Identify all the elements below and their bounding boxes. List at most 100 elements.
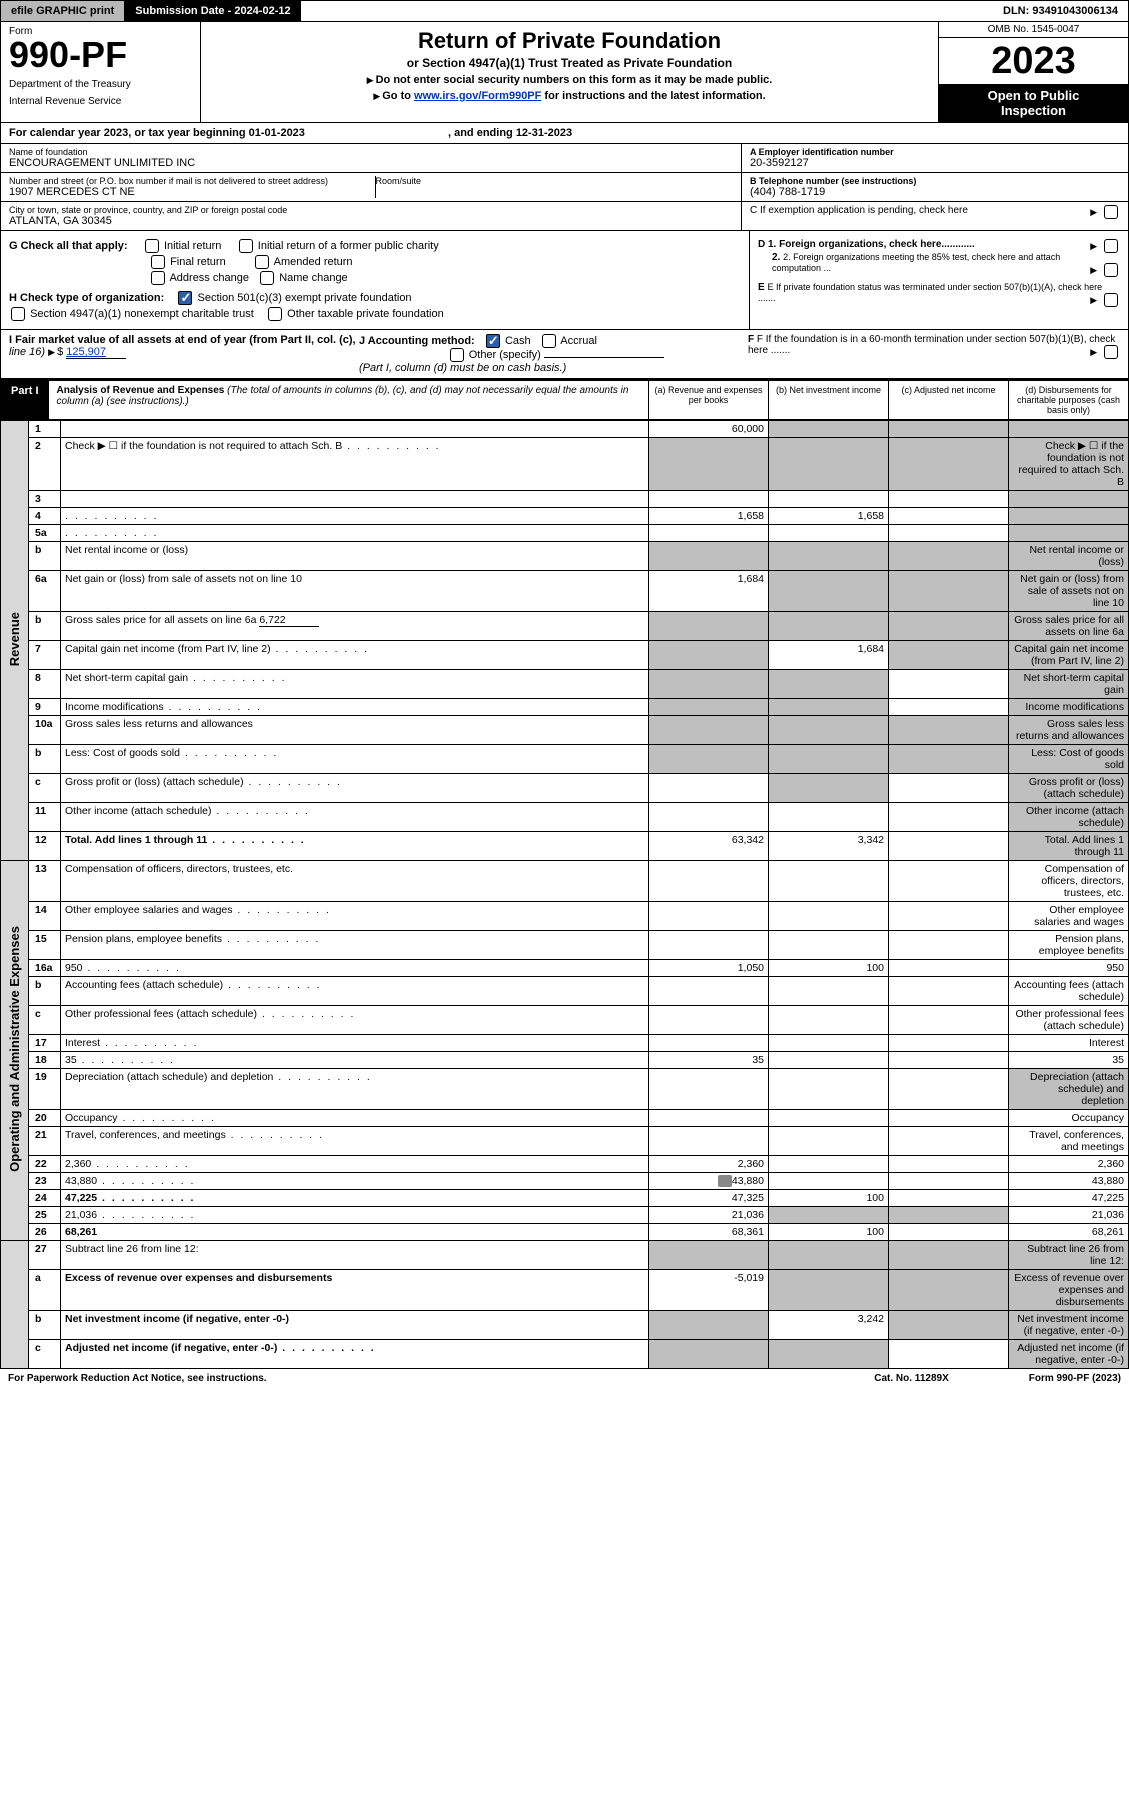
footer-mid: Cat. No. 11289X <box>874 1373 948 1384</box>
checks-right: D 1. Foreign organizations, check here..… <box>749 231 1128 329</box>
g5-checkbox[interactable] <box>151 271 165 285</box>
fmv-link[interactable]: 125,907 <box>66 346 126 359</box>
cell-b <box>769 421 889 438</box>
g5-label: Address change <box>169 272 249 284</box>
efile-print-button[interactable]: efile GRAPHIC print <box>1 1 125 21</box>
g2-checkbox[interactable] <box>239 239 253 253</box>
table-row: 2447,22547,32510047,225 <box>1 1190 1129 1207</box>
d1-checkbox[interactable] <box>1104 239 1118 253</box>
table-row: 9Income modificationsIncome modification… <box>1 699 1129 716</box>
j-cash-checkbox[interactable] <box>486 334 500 348</box>
cell-b <box>769 1340 889 1369</box>
cell-a <box>649 699 769 716</box>
cell-d: Gross profit or (loss) (attach schedule) <box>1009 774 1129 803</box>
row-desc: Net investment income (if negative, ente… <box>61 1311 649 1340</box>
row-desc <box>61 508 649 525</box>
foundation-name: ENCOURAGEMENT UNLIMITED INC <box>9 157 733 169</box>
cell-b <box>769 491 889 508</box>
g6-checkbox[interactable] <box>260 271 274 285</box>
cell-a <box>649 745 769 774</box>
cell-a <box>649 1069 769 1110</box>
row-desc: Subtract line 26 from line 12: <box>61 1241 649 1270</box>
row-desc: Net rental income or (loss) <box>61 542 649 571</box>
cell-a <box>649 670 769 699</box>
cell-c <box>889 931 1009 960</box>
cell-a <box>649 902 769 931</box>
instr-1: Do not enter social security numbers on … <box>213 74 926 86</box>
cell-a: 47,325 <box>649 1190 769 1207</box>
info-grid: Name of foundation ENCOURAGEMENT UNLIMIT… <box>0 144 1129 231</box>
g4-checkbox[interactable] <box>255 255 269 269</box>
cell-c <box>889 1241 1009 1270</box>
cell-c <box>889 977 1009 1006</box>
cell-d: 950 <box>1009 960 1129 977</box>
form-header: Form 990-PF Department of the Treasury I… <box>0 22 1129 123</box>
h3-checkbox[interactable] <box>268 307 282 321</box>
row-desc: Total. Add lines 1 through 11 <box>61 832 649 861</box>
e-checkbox[interactable] <box>1104 293 1118 307</box>
h1-checkbox[interactable] <box>178 291 192 305</box>
topbar: efile GRAPHIC print Submission Date - 20… <box>0 0 1129 22</box>
d2-checkbox[interactable] <box>1104 263 1118 277</box>
table-row: 8Net short-term capital gainNet short-te… <box>1 670 1129 699</box>
attachment-icon[interactable] <box>718 1175 732 1187</box>
cell-c <box>889 1224 1009 1241</box>
cell-c <box>889 960 1009 977</box>
cell-c <box>889 716 1009 745</box>
header-mid: Return of Private Foundation or Section … <box>201 22 938 122</box>
cell-a <box>649 525 769 542</box>
row-desc: 68,261 <box>61 1224 649 1241</box>
col-b-hdr: (b) Net investment income <box>768 381 888 419</box>
row-num: 14 <box>29 902 61 931</box>
cell-c <box>889 1173 1009 1190</box>
ein-cell: A Employer identification number 20-3592… <box>742 144 1128 173</box>
row-desc <box>61 491 649 508</box>
row-desc <box>61 421 649 438</box>
row-desc <box>61 525 649 542</box>
cell-b <box>769 1156 889 1173</box>
cell-c <box>889 641 1009 670</box>
page-footer: For Paperwork Reduction Act Notice, see … <box>0 1369 1129 1388</box>
row-num: 19 <box>29 1069 61 1110</box>
c-checkbox[interactable] <box>1104 205 1118 219</box>
part1-table: Revenue160,0002Check ▶ ☐ if the foundati… <box>0 420 1129 1369</box>
row-desc: Adjusted net income (if negative, enter … <box>61 1340 649 1369</box>
cell-c <box>889 508 1009 525</box>
cell-d: Adjusted net income (if negative, enter … <box>1009 1340 1129 1369</box>
j-other-checkbox[interactable] <box>450 348 464 362</box>
row-desc: Gross sales price for all assets on line… <box>61 612 649 641</box>
j3-label: Other (specify) <box>469 349 541 361</box>
g1-checkbox[interactable] <box>145 239 159 253</box>
cell-a: 60,000 <box>649 421 769 438</box>
exemption-cell: C If exemption application is pending, c… <box>742 202 1128 219</box>
col-d-hdr: (d) Disbursements for charitable purpose… <box>1008 381 1128 419</box>
cell-b <box>769 1270 889 1311</box>
cell-c <box>889 1006 1009 1035</box>
row-desc: 950 <box>61 960 649 977</box>
part1-desc: Analysis of Revenue and Expenses (The to… <box>49 381 648 419</box>
cell-a: 1,050 <box>649 960 769 977</box>
cell-a: 2,360 <box>649 1156 769 1173</box>
table-row: 11Other income (attach schedule)Other in… <box>1 803 1129 832</box>
g3-checkbox[interactable] <box>151 255 165 269</box>
table-row: 5a <box>1 525 1129 542</box>
cell-b <box>769 438 889 491</box>
g-checks-row: G Check all that apply: Initial return I… <box>0 231 1129 330</box>
cell-c <box>889 1311 1009 1340</box>
h2-checkbox[interactable] <box>11 307 25 321</box>
row-desc: Depreciation (attach schedule) and deple… <box>61 1069 649 1110</box>
g4-label: Amended return <box>274 256 353 268</box>
j-accrual-checkbox[interactable] <box>542 334 556 348</box>
cell-b <box>769 774 889 803</box>
f-checkbox[interactable] <box>1104 345 1118 359</box>
cell-a: 35 <box>649 1052 769 1069</box>
row-num: 22 <box>29 1156 61 1173</box>
cell-a: 63,342 <box>649 832 769 861</box>
row-desc: Travel, conferences, and meetings <box>61 1127 649 1156</box>
irs-link[interactable]: www.irs.gov/Form990PF <box>414 90 541 102</box>
table-row: 6aNet gain or (loss) from sale of assets… <box>1 571 1129 612</box>
c-label: C If exemption application is pending, c… <box>750 205 968 216</box>
i-label: I Fair market value of all assets at end… <box>9 334 356 346</box>
cell-b: 100 <box>769 1224 889 1241</box>
cell-b <box>769 1173 889 1190</box>
